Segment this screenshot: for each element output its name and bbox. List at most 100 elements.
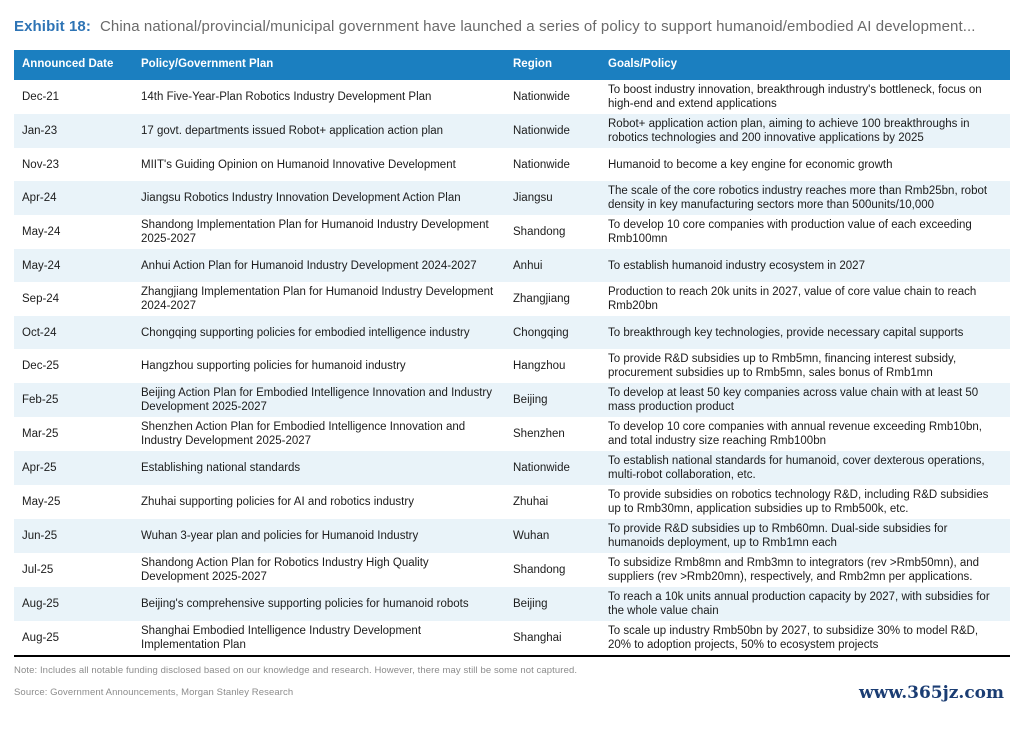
table-header: Announced Date Policy/Government Plan Re… (14, 50, 1010, 80)
cell-goals: To develop at least 50 key companies acr… (608, 387, 979, 413)
cell-policy: MIIT's Guiding Opinion on Humanoid Innov… (141, 158, 456, 171)
cell-policy: Shandong Action Plan for Robotics Indust… (141, 557, 429, 583)
cell-region: Beijing (513, 598, 548, 610)
table-row: Aug-25 Shanghai Embodied Intelligence In… (14, 621, 1010, 656)
cell-policy: Beijing Action Plan for Embodied Intelli… (141, 387, 492, 413)
footer-row: Source: Government Announcements, Morgan… (14, 683, 1010, 703)
policy-table-body: Dec-21 14th Five-Year-Plan Robotics Indu… (14, 80, 1010, 656)
cell-announced-date: Jul-25 (22, 564, 54, 576)
cell-announced-date: Feb-25 (22, 394, 59, 406)
cell-policy: Shanghai Embodied Intelligence Industry … (141, 625, 422, 651)
cell-goals: To scale up industry Rmb50bn by 2027, to… (608, 625, 979, 651)
table-row: Oct-24 Chongqing supporting policies for… (14, 316, 1010, 349)
cell-region: Shandong (513, 564, 566, 576)
table-row: Jan-23 17 govt. departments issued Robot… (14, 114, 1010, 148)
cell-announced-date: Aug-25 (22, 632, 60, 644)
policy-table: Announced Date Policy/Government Plan Re… (14, 50, 1010, 657)
cell-goals: To develop 10 core companies with produc… (608, 219, 972, 245)
cell-region: Zhangjiang (513, 293, 570, 305)
cell-policy: Shenzhen Action Plan for Embodied Intell… (141, 421, 466, 447)
cell-announced-date: May-24 (22, 259, 61, 272)
cell-announced-date: Dec-25 (22, 360, 60, 372)
cell-policy: Hangzhou supporting policies for humanoi… (141, 360, 406, 372)
cell-policy: Wuhan 3-year plan and policies for Human… (141, 530, 419, 542)
cell-goals: Robot+ application action plan, aiming t… (608, 118, 970, 144)
cell-policy: 17 govt. departments issued Robot+ appli… (141, 125, 444, 137)
cell-announced-date: Nov-23 (22, 158, 60, 171)
cell-goals: To provide subsidies on robotics technol… (608, 489, 989, 515)
cell-policy: Jiangsu Robotics Industry Innovation Dev… (141, 192, 461, 204)
table-header-row: Announced Date Policy/Government Plan Re… (14, 50, 1010, 80)
cell-goals: To subsidize Rmb8mn and Rmb3mn to integr… (608, 557, 980, 583)
cell-region: Nationwide (513, 462, 570, 474)
table-row: Sep-24 Zhangjiang Implementation Plan fo… (14, 282, 1010, 316)
table-row: Nov-23 MIIT's Guiding Opinion on Humanoi… (14, 148, 1010, 181)
cell-region: Shandong (513, 226, 566, 238)
cell-goals: To establish humanoid industry ecosystem… (608, 259, 865, 272)
cell-goals: To reach a 10k units annual production c… (608, 591, 990, 617)
exhibit-title-text: China national/provincial/municipal gove… (99, 18, 976, 35)
cell-policy: Zhuhai supporting policies for AI and ro… (141, 496, 414, 508)
table-row: Dec-21 14th Five-Year-Plan Robotics Indu… (14, 80, 1010, 114)
cell-announced-date: Mar-25 (22, 428, 59, 440)
cell-announced-date: Sep-24 (22, 293, 60, 305)
cell-goals: The scale of the core robotics industry … (608, 185, 988, 211)
cell-region: Hangzhou (513, 360, 566, 372)
cell-region: Zhuhai (513, 496, 549, 508)
cell-region: Jiangsu (513, 192, 553, 204)
table-row: Mar-25 Shenzhen Action Plan for Embodied… (14, 417, 1010, 451)
cell-region: Shanghai (513, 632, 562, 644)
col-header-policy: Policy/Government Plan (133, 50, 505, 80)
col-header-announced-date: Announced Date (14, 50, 133, 80)
cell-announced-date: Aug-25 (22, 598, 60, 610)
cell-goals: To breakthrough key technologies, provid… (608, 326, 964, 339)
cell-announced-date: Apr-25 (22, 462, 57, 474)
cell-goals: To develop 10 core companies with annual… (608, 421, 982, 447)
cell-goals: To provide R&D subsidies up to Rmb5mn, f… (608, 353, 957, 379)
cell-region: Anhui (513, 259, 543, 272)
source-text: Source: Government Announcements, Morgan… (14, 687, 294, 698)
cell-announced-date: Apr-24 (22, 192, 57, 204)
table-row: Jul-25 Shandong Action Plan for Robotics… (14, 553, 1010, 587)
cell-announced-date: Dec-21 (22, 91, 60, 103)
cell-region: Shenzhen (513, 428, 565, 440)
cell-policy: Beijing's comprehensive supporting polic… (141, 598, 469, 610)
table-row: Apr-24 Jiangsu Robotics Industry Innovat… (14, 181, 1010, 215)
exhibit-label: Exhibit 18: (14, 18, 91, 35)
exhibit-title: Exhibit 18: China national/provincial/mun… (14, 14, 1010, 40)
table-row: Aug-25 Beijing's comprehensive supportin… (14, 587, 1010, 621)
cell-region: Nationwide (513, 158, 570, 171)
table-row: Apr-25 Establishing national standards N… (14, 451, 1010, 485)
cell-goals: To establish national standards for huma… (608, 455, 985, 481)
cell-announced-date: Jan-23 (22, 125, 58, 137)
cell-region: Wuhan (513, 530, 550, 542)
cell-policy: 14th Five-Year-Plan Robotics Industry De… (141, 91, 432, 103)
cell-region: Nationwide (513, 125, 570, 137)
col-header-goals: Goals/Policy (600, 50, 1010, 80)
cell-region: Chongqing (513, 326, 569, 339)
cell-announced-date: Jun-25 (22, 530, 58, 542)
cell-policy: Anhui Action Plan for Humanoid Industry … (141, 259, 477, 272)
col-header-region: Region (505, 50, 600, 80)
cell-region: Nationwide (513, 91, 570, 103)
note-text: Note: Includes all notable funding discl… (14, 665, 578, 676)
table-row: Dec-25 Hangzhou supporting policies for … (14, 349, 1010, 383)
cell-announced-date: May-24 (22, 226, 61, 238)
table-row: Feb-25 Beijing Action Plan for Embodied … (14, 383, 1010, 417)
table-row: May-24 Shandong Implementation Plan for … (14, 215, 1010, 249)
table-row: May-25 Zhuhai supporting policies for AI… (14, 485, 1010, 519)
cell-announced-date: May-25 (22, 496, 61, 508)
cell-policy: Shandong Implementation Plan for Humanoi… (141, 219, 489, 245)
table-row: Jun-25 Wuhan 3-year plan and policies fo… (14, 519, 1010, 553)
cell-goals: To provide R&D subsidies up to Rmb60mn. … (608, 523, 948, 549)
cell-announced-date: Oct-24 (22, 326, 57, 339)
cell-goals: To boost industry innovation, breakthrou… (608, 84, 982, 110)
cell-policy: Establishing national standards (141, 462, 301, 474)
cell-policy: Chongqing supporting policies for embodi… (141, 326, 470, 339)
exhibit-page: Exhibit 18: China national/provincial/mun… (14, 14, 1010, 703)
watermark-link[interactable]: www.365jz.com (859, 683, 1004, 703)
cell-policy: Zhangjiang Implementation Plan for Human… (141, 286, 494, 312)
cell-goals: Humanoid to become a key engine for econ… (608, 158, 893, 171)
cell-region: Beijing (513, 394, 548, 406)
table-row: May-24 Anhui Action Plan for Humanoid In… (14, 249, 1010, 282)
